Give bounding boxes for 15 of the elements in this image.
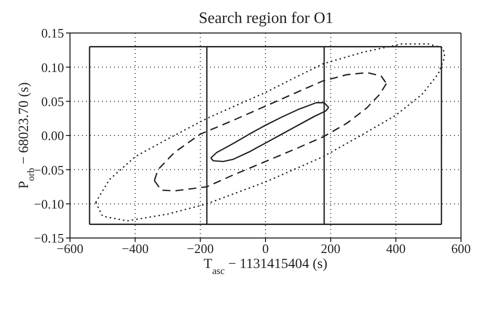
x-tick-label: 0 xyxy=(262,241,269,256)
x-tick-label: −200 xyxy=(186,241,214,256)
y-tick-label: −0.15 xyxy=(34,230,64,246)
y-tick-label: −0.10 xyxy=(34,196,64,212)
x-tick-label: 600 xyxy=(451,241,471,256)
y-tick-label: 0.15 xyxy=(41,26,64,41)
y-tick-label: 0.10 xyxy=(41,60,64,75)
chart-title: Search region for O1 xyxy=(198,10,334,28)
x-tick-label: −400 xyxy=(122,241,149,256)
x-tick-label: 200 xyxy=(320,241,340,256)
x-axis-title: T$_{asc}$ − 1131415404 (s) xyxy=(204,257,328,276)
y-tick-label: 0.00 xyxy=(41,128,64,144)
x-tick-label: 400 xyxy=(386,241,406,256)
y-tick-label: 0.05 xyxy=(41,94,64,109)
y-tick-label: −0.05 xyxy=(34,162,64,178)
